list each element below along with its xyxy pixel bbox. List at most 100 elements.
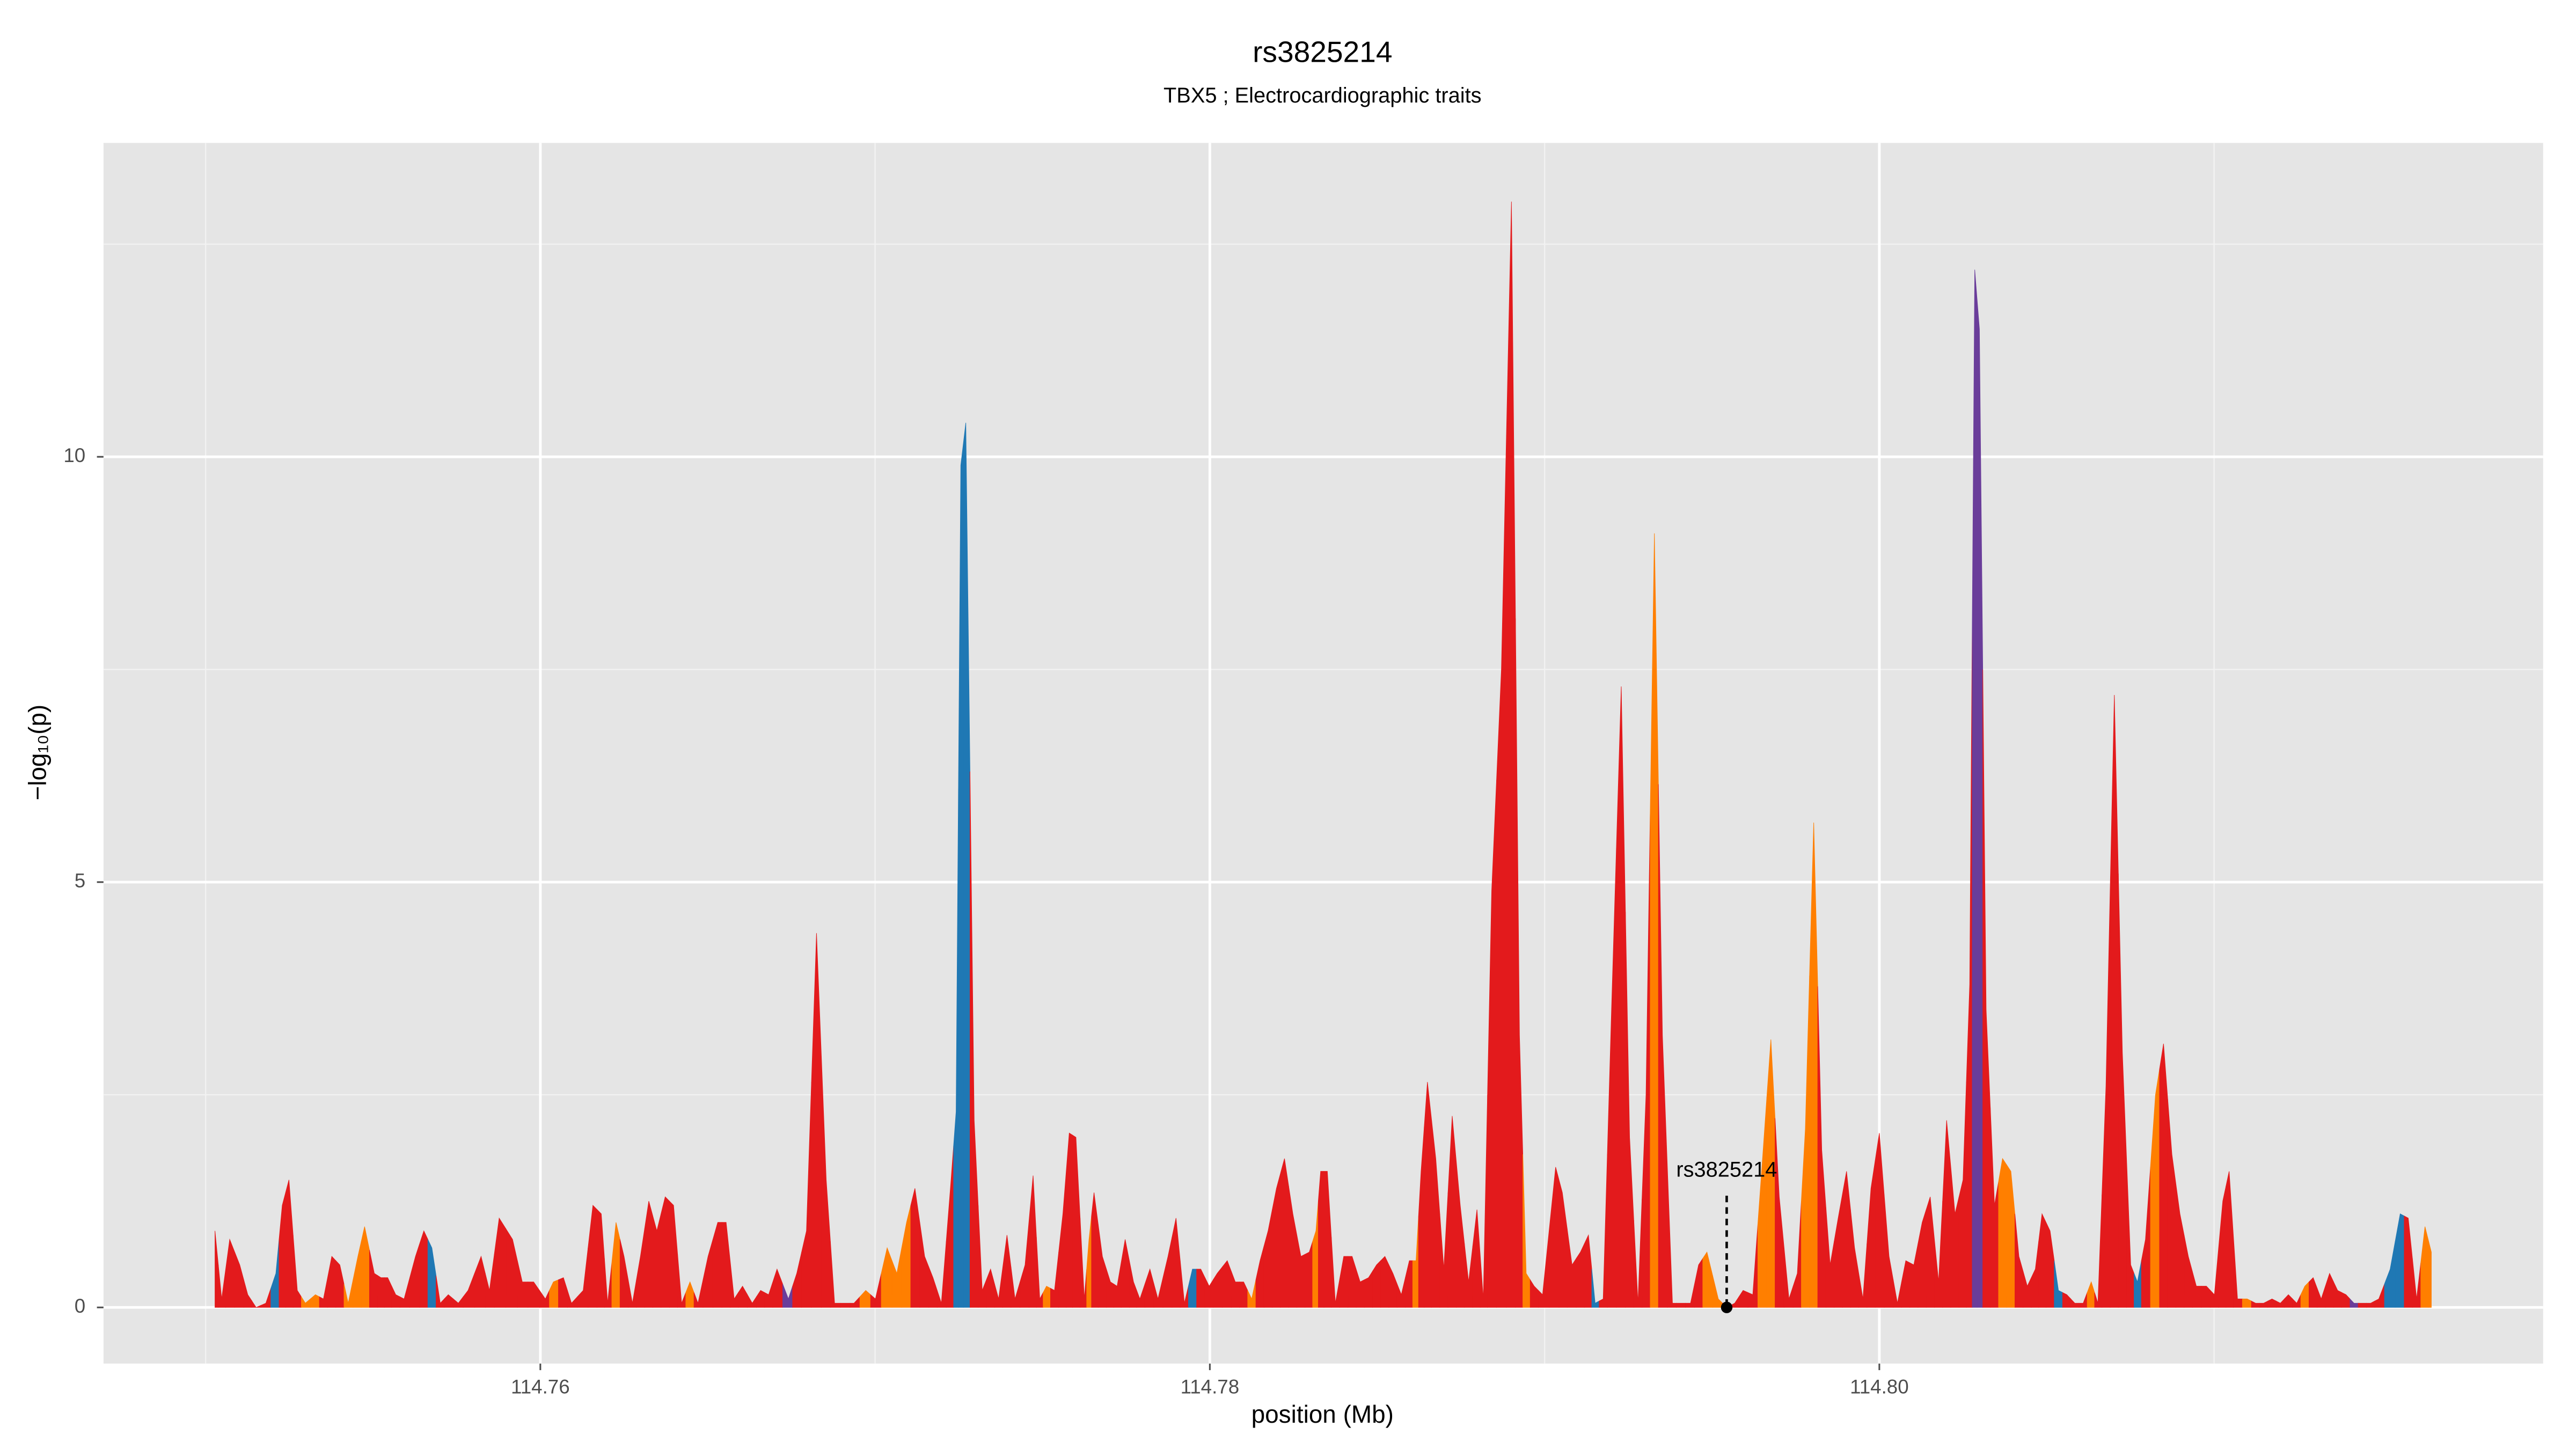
area-segment (1380, 1256, 1389, 1308)
area-segment (1942, 1120, 1951, 1308)
area-segment (963, 422, 970, 1308)
area-segment (1221, 1260, 1232, 1308)
area-segment (619, 1239, 629, 1308)
area-segment (801, 1082, 812, 1308)
area-segment (661, 1196, 670, 1308)
area-segment (463, 1273, 475, 1308)
area-segment (2210, 1248, 2219, 1308)
area-segment (1144, 1268, 1154, 1308)
area-segment (1113, 1262, 1122, 1308)
area-segment (756, 1290, 765, 1308)
area-segment (901, 1205, 911, 1308)
area-segment (2300, 1281, 2309, 1308)
area-segment (1364, 1270, 1373, 1308)
area-segment (2242, 1298, 2252, 1308)
area-segment (792, 1252, 802, 1308)
chart-title: rs3825214 (1253, 35, 1392, 69)
area-segment (1153, 1277, 1163, 1308)
area-segment (2054, 1260, 2063, 1308)
x-tick-label: 114.80 (1850, 1375, 1909, 1397)
area-segment (539, 1290, 550, 1308)
area-segment (604, 1258, 612, 1308)
area-segment (1558, 1180, 1568, 1308)
area-segment (2192, 1271, 2202, 1308)
area-segment (881, 1247, 892, 1308)
area-segment (1858, 1243, 1868, 1308)
y-axis-label: −log₁₀(p) (24, 705, 52, 801)
x-axis-label: position (Mb) (1252, 1400, 1394, 1428)
area-segment (1255, 1246, 1264, 1308)
area-segment (2167, 1099, 2176, 1308)
area-segment (453, 1296, 464, 1308)
area-segment (1809, 822, 1818, 1308)
area-segment (1834, 1195, 1843, 1308)
area-segment (1909, 1243, 1919, 1308)
area-segment (343, 1279, 354, 1308)
area-segment (1825, 1207, 1835, 1308)
area-segment (1043, 1285, 1051, 1308)
area-segment (597, 1209, 605, 1308)
area-segment (1783, 1248, 1794, 1308)
area-segment (919, 1222, 930, 1308)
area-segment (1515, 618, 1524, 1308)
area-segment (2046, 1222, 2055, 1308)
area-segment (1738, 1290, 1748, 1308)
area-segment (260, 1288, 272, 1308)
area-segment (1288, 1186, 1297, 1308)
area-segment (910, 1188, 920, 1308)
area-segment (1312, 1201, 1319, 1308)
area-segment (301, 1296, 311, 1308)
area-segment (2038, 1213, 2046, 1308)
area-segment (2159, 1043, 2168, 1308)
area-segment (1066, 1132, 1073, 1308)
area-segment (2284, 1294, 2293, 1308)
area-segment (285, 1180, 294, 1308)
area-segment (669, 1200, 678, 1308)
area-segment (1702, 1252, 1713, 1308)
area-segment (1058, 1173, 1066, 1308)
area-segment (2023, 1271, 2032, 1308)
area-marks (215, 201, 2432, 1308)
area-segment (2176, 1184, 2185, 1308)
area-segment (1884, 1195, 1894, 1308)
area-segment (2317, 1286, 2326, 1308)
area-segment (1472, 1209, 1481, 1308)
area-segment (2070, 1298, 2080, 1308)
area-segment (2118, 873, 2127, 1308)
area-segment (2325, 1272, 2334, 1308)
area-segment (1106, 1269, 1114, 1308)
area-segment (946, 1146, 954, 1308)
area-segment (2087, 1281, 2095, 1308)
area-segment (2358, 1302, 2367, 1308)
area-segment (2428, 1239, 2432, 1308)
area-segment (1418, 1126, 1425, 1308)
area-segment (1875, 1133, 1885, 1308)
area-segment (1263, 1209, 1273, 1308)
area-segment (474, 1255, 486, 1308)
area-segment (1506, 201, 1516, 1308)
area-segment (494, 1217, 507, 1308)
area-segment (1591, 1269, 1600, 1308)
area-segment (1297, 1235, 1306, 1308)
area-segment (730, 1260, 739, 1308)
area-segment (225, 1238, 235, 1308)
chart-subtitle: TBX5 ; Electrocardiographic traits (1163, 84, 1482, 107)
area-segment (1747, 1224, 1758, 1308)
area-segment (1998, 1158, 2007, 1308)
area-segment (1372, 1260, 1381, 1308)
area-segment (327, 1256, 336, 1308)
area-segment (2395, 1213, 2405, 1308)
area-segment (1792, 1201, 1802, 1308)
area-segment (1050, 1252, 1059, 1308)
area-segment (1180, 1260, 1189, 1308)
area-segment (764, 1282, 773, 1308)
area-segment (928, 1267, 938, 1308)
area-segment (577, 1248, 589, 1308)
area-segment (1972, 269, 1978, 1308)
area-segment (2226, 1171, 2234, 1308)
area-segment (1801, 976, 1810, 1308)
area-segment (859, 1290, 871, 1308)
area-segment (1272, 1173, 1281, 1308)
area-segment (2404, 1216, 2413, 1308)
area-segment (685, 1281, 694, 1308)
